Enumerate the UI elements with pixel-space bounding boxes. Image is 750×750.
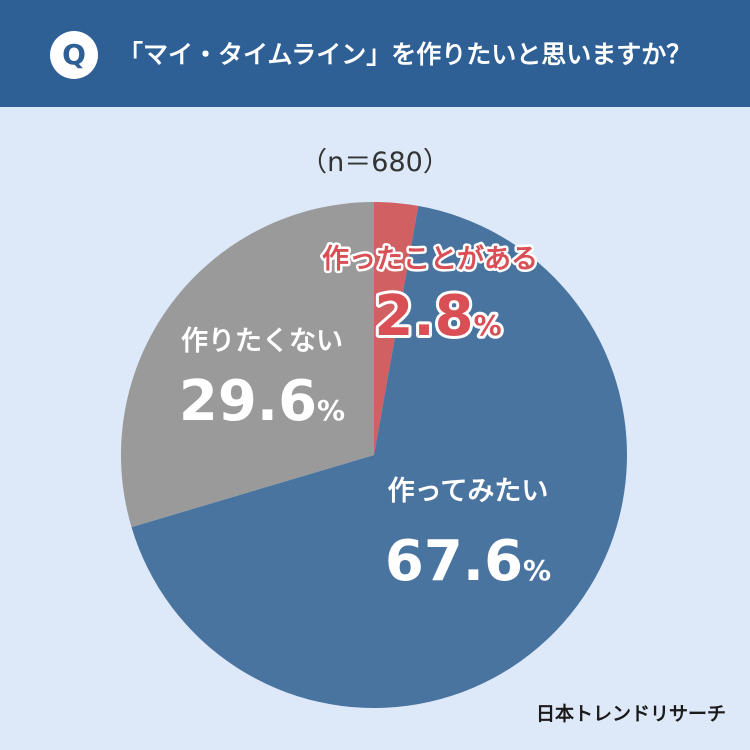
slice-value-label: 29.6% — [179, 369, 345, 434]
q-badge-icon: Q — [50, 31, 98, 79]
pie-slice — [120, 202, 374, 528]
question-header: Q 「マイ・タイムライン」を作りたいと思いますか？ — [0, 0, 750, 107]
question-title: 「マイ・タイムライン」を作りたいと思いますか？ — [118, 40, 692, 69]
sample-size: （n＝680） — [300, 147, 450, 178]
pie-slice — [131, 205, 627, 709]
slice-value-label: 2.8% — [374, 284, 501, 349]
slice-label: 作ってみたい — [388, 476, 549, 507]
slice-label: 作ったことがある — [322, 243, 538, 275]
brand-logo: 日本トレンドリサーチ — [535, 703, 726, 725]
pie-slice — [374, 202, 419, 455]
slice-value-label: 67.6% — [385, 529, 551, 594]
slice-label: 作りたくない — [181, 326, 343, 357]
